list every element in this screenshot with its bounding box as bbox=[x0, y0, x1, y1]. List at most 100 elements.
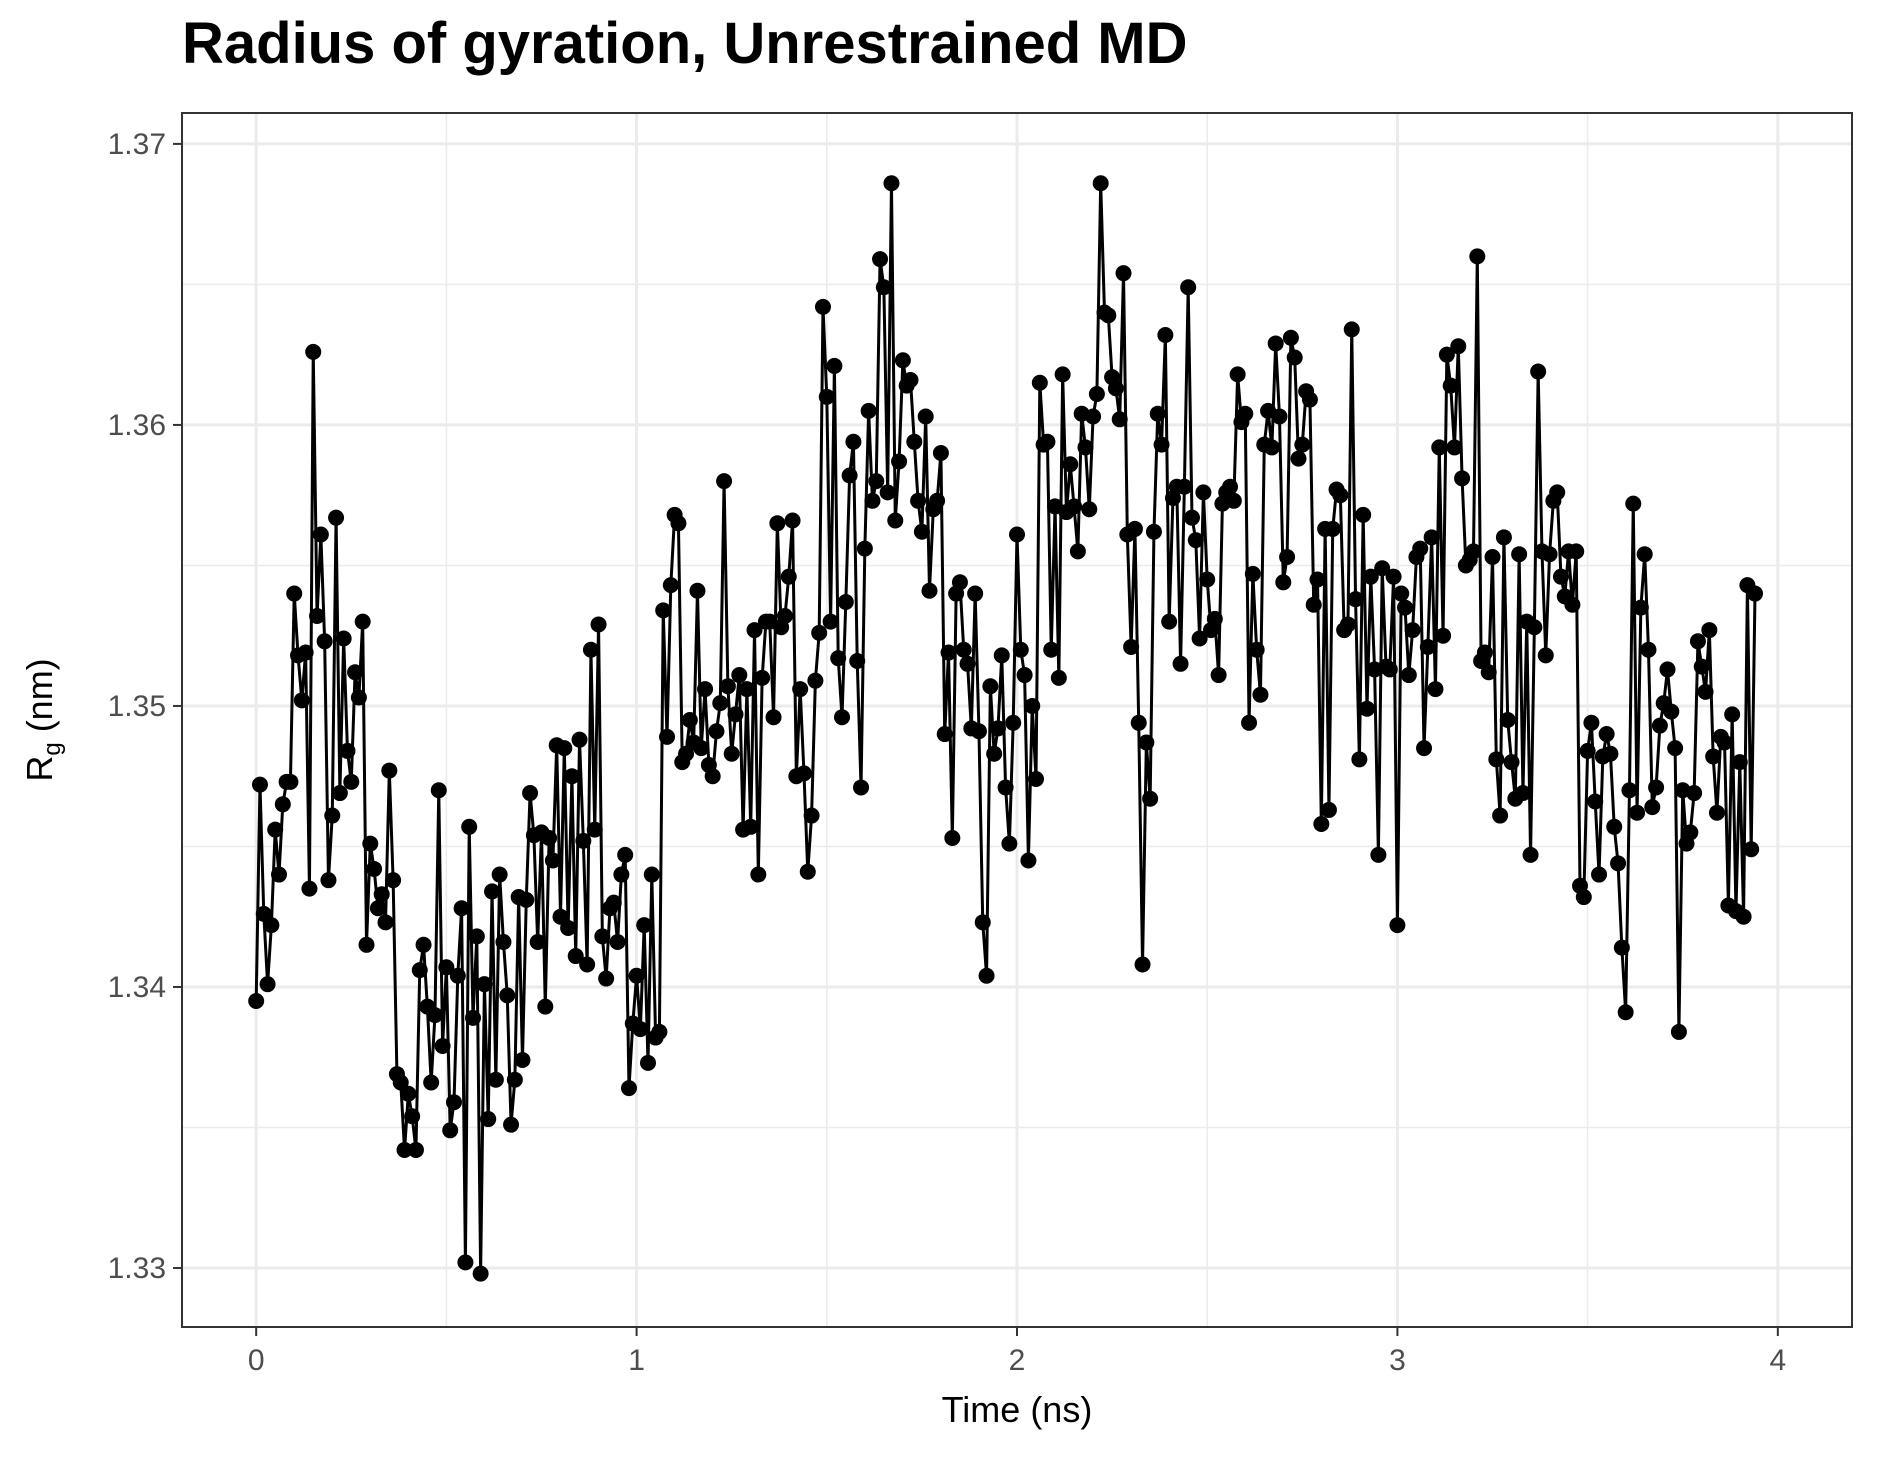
data-point bbox=[271, 866, 287, 883]
data-point bbox=[1081, 501, 1098, 518]
x-tick-label: 2 bbox=[1009, 1344, 1026, 1377]
data-point bbox=[1199, 571, 1216, 588]
data-point bbox=[1149, 405, 1166, 422]
data-point bbox=[579, 956, 596, 973]
data-point bbox=[297, 644, 314, 661]
axes: 0 1 2 3 4 1.33 1.34 1.35 1.36 1.37 bbox=[108, 128, 1787, 1377]
data-point bbox=[305, 343, 322, 360]
data-point bbox=[803, 807, 820, 824]
data-point bbox=[1191, 630, 1208, 647]
data-point bbox=[1583, 714, 1600, 731]
data-point bbox=[1066, 498, 1083, 515]
data-point bbox=[856, 540, 873, 557]
data-point bbox=[818, 388, 835, 405]
data-point bbox=[1705, 748, 1722, 765]
data-point bbox=[830, 650, 847, 667]
data-point bbox=[826, 357, 843, 374]
data-point bbox=[1697, 683, 1714, 700]
data-point bbox=[1244, 565, 1261, 582]
data-point bbox=[1077, 439, 1094, 456]
data-point bbox=[1511, 546, 1528, 563]
data-point bbox=[1069, 543, 1086, 560]
data-point bbox=[1374, 560, 1391, 577]
data-point bbox=[563, 768, 580, 785]
data-point bbox=[461, 818, 478, 835]
data-point bbox=[959, 655, 976, 672]
data-point bbox=[1640, 641, 1657, 658]
data-point bbox=[1024, 697, 1041, 714]
data-point bbox=[609, 934, 626, 950]
data-point bbox=[1686, 785, 1703, 802]
data-point bbox=[484, 883, 501, 900]
data-point bbox=[632, 1021, 649, 1038]
data-point bbox=[864, 492, 881, 509]
data-point bbox=[248, 993, 265, 1010]
data-point bbox=[693, 740, 710, 757]
data-point bbox=[1210, 667, 1227, 684]
data-point bbox=[251, 776, 268, 793]
data-point bbox=[769, 515, 786, 532]
data-point bbox=[655, 602, 672, 619]
y-axis-title-sub: g bbox=[39, 742, 66, 755]
data-point bbox=[404, 1108, 421, 1125]
data-point bbox=[1286, 349, 1303, 366]
data-point bbox=[887, 512, 904, 529]
data-point bbox=[1123, 638, 1140, 655]
y-tick-label: 1.35 bbox=[108, 690, 166, 723]
data-point bbox=[670, 515, 687, 532]
data-point bbox=[1339, 616, 1356, 633]
data-point bbox=[738, 681, 755, 698]
data-point bbox=[1400, 667, 1417, 684]
data-point bbox=[853, 779, 870, 796]
data-point bbox=[1370, 846, 1387, 863]
data-point bbox=[1693, 658, 1710, 675]
data-point bbox=[1522, 846, 1539, 863]
data-point bbox=[640, 1054, 656, 1071]
data-point bbox=[834, 709, 851, 726]
data-point bbox=[560, 919, 577, 936]
data-point bbox=[978, 967, 995, 984]
data-point bbox=[822, 613, 839, 630]
y-axis-title: Rg (nm) bbox=[19, 658, 66, 781]
data-point bbox=[1222, 478, 1239, 495]
data-point bbox=[841, 467, 858, 484]
y-axis-title-main: R bbox=[19, 756, 60, 782]
data-point bbox=[792, 681, 809, 698]
data-point bbox=[1271, 408, 1288, 425]
data-point bbox=[328, 509, 345, 526]
data-point bbox=[681, 712, 698, 728]
y-axis-title-tail: (nm) bbox=[19, 658, 60, 742]
data-point bbox=[1503, 754, 1520, 771]
data-point bbox=[354, 613, 371, 630]
data-point bbox=[951, 574, 968, 591]
data-point bbox=[1054, 366, 1071, 383]
data-point bbox=[1313, 815, 1330, 832]
data-point bbox=[506, 1071, 523, 1088]
data-point bbox=[1708, 804, 1725, 821]
data-point bbox=[967, 585, 984, 602]
data-point bbox=[659, 728, 676, 745]
data-point bbox=[1294, 436, 1311, 453]
data-point bbox=[385, 872, 402, 889]
data-point bbox=[1229, 366, 1246, 383]
data-point bbox=[1564, 596, 1581, 613]
data-point bbox=[586, 821, 603, 838]
data-point bbox=[860, 402, 877, 419]
chart-title: Radius of gyration, Unrestrained MD bbox=[182, 11, 1188, 76]
data-point bbox=[1225, 492, 1242, 509]
data-point bbox=[776, 608, 793, 625]
data-point bbox=[910, 492, 927, 509]
data-point bbox=[1598, 726, 1615, 743]
data-point bbox=[1743, 841, 1760, 858]
x-axis-title: Time (ns) bbox=[942, 1389, 1093, 1430]
data-point bbox=[1180, 279, 1197, 296]
data-point bbox=[891, 453, 908, 470]
data-point bbox=[845, 433, 862, 450]
data-point bbox=[430, 782, 447, 799]
data-point bbox=[282, 773, 299, 790]
data-point bbox=[1020, 852, 1037, 869]
data-point bbox=[1644, 799, 1661, 816]
data-point bbox=[1488, 751, 1505, 768]
data-point bbox=[1290, 450, 1307, 467]
data-point bbox=[544, 852, 561, 869]
